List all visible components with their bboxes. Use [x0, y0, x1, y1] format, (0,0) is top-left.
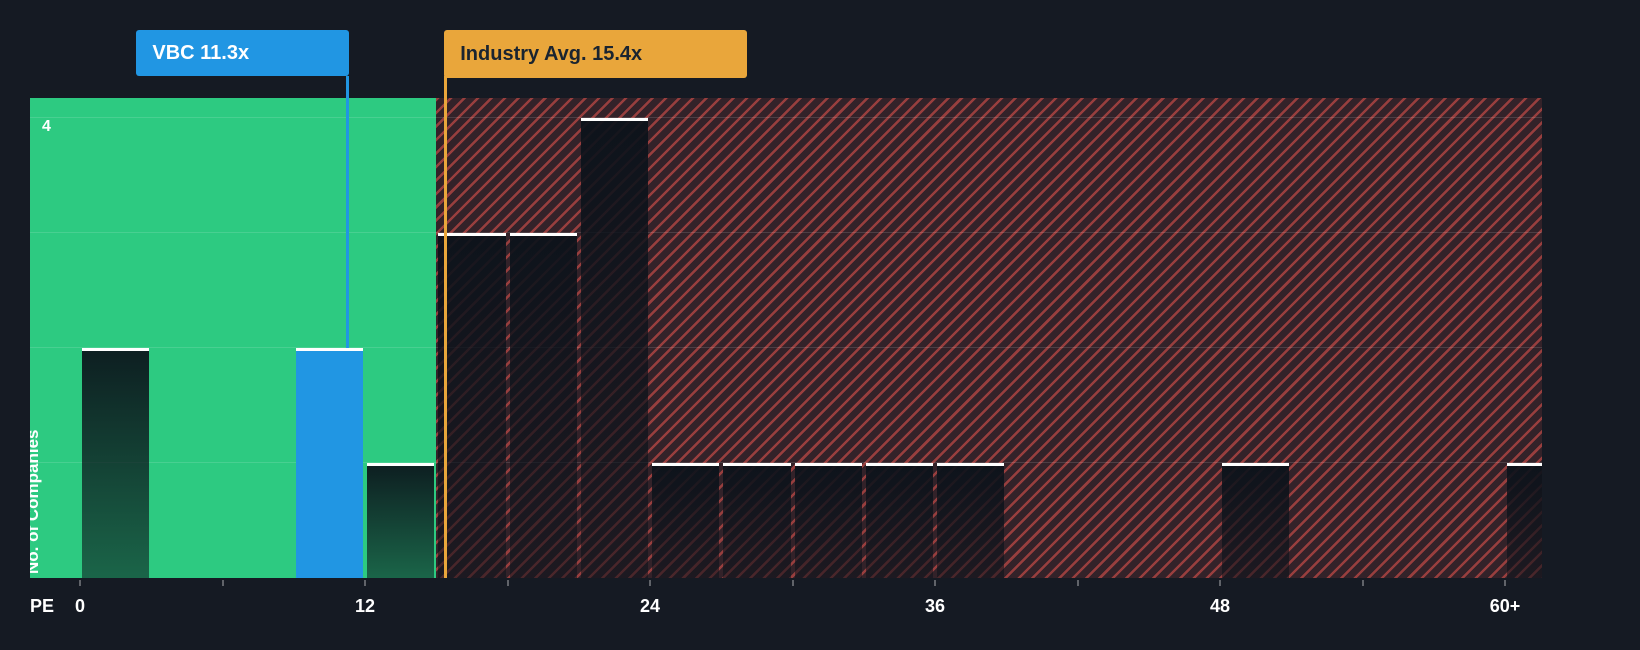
- y-axis-title: No. of Companies: [30, 429, 42, 574]
- x-tick-label: 36: [924, 596, 946, 616]
- histogram-bar[interactable]: [82, 348, 150, 578]
- x-axis-tick-mark: [506, 580, 509, 586]
- histogram-bar[interactable]: [865, 463, 933, 578]
- company-bar[interactable]: [295, 348, 363, 578]
- histogram-bar[interactable]: [438, 233, 506, 578]
- histogram-bar[interactable]: [723, 463, 791, 578]
- company-marker-flag[interactable]: VBC 11.3x: [136, 30, 350, 76]
- gridline: [30, 462, 1542, 463]
- x-axis-tick-mark: [649, 580, 651, 586]
- histogram-bar[interactable]: [1507, 463, 1542, 578]
- x-axis-tick-mark: [79, 580, 81, 586]
- industry-average-marker-line: [444, 76, 448, 578]
- x-axis-tick-mark: [791, 580, 794, 586]
- x-axis-tick-mark: [1219, 580, 1221, 586]
- gridline: [30, 117, 1542, 118]
- company-marker-line: [346, 76, 350, 348]
- plot-area: 4 No. of Companies: [30, 98, 1542, 578]
- company-marker-label: VBC 11.3x: [152, 41, 250, 64]
- x-tick-label: 12: [354, 596, 376, 616]
- x-axis-title: PE: [30, 596, 55, 616]
- histogram-bar[interactable]: [509, 233, 577, 578]
- x-axis: PE 0 12 24 36 48 60+: [0, 580, 1640, 626]
- gridline: [30, 232, 1542, 233]
- histogram-bar[interactable]: [1222, 463, 1290, 578]
- x-tick-label: 0: [74, 596, 86, 616]
- x-tick-label: 48: [1209, 596, 1231, 616]
- histogram-bar[interactable]: [794, 463, 862, 578]
- x-axis-tick-mark: [364, 580, 366, 586]
- histogram-bar[interactable]: [937, 463, 1005, 578]
- x-axis-tick-mark: [1504, 580, 1506, 586]
- x-tick-label: 60+: [1489, 596, 1521, 616]
- histogram-bar[interactable]: [367, 463, 435, 578]
- industry-average-flag[interactable]: Industry Avg. 15.4x: [444, 30, 748, 78]
- histogram-bar[interactable]: [652, 463, 720, 578]
- industry-average-label: Industry Avg. 15.4x: [460, 42, 643, 65]
- x-axis-tick-mark: [221, 580, 224, 586]
- gridline: [30, 347, 1542, 348]
- x-tick-label: 24: [639, 596, 661, 616]
- y-axis-max-tick-label: 4: [42, 118, 51, 135]
- histogram-bar[interactable]: [580, 118, 648, 578]
- x-axis-tick-mark: [934, 580, 936, 586]
- x-axis-tick-mark: [1076, 580, 1079, 586]
- x-axis-tick-mark: [1361, 580, 1364, 586]
